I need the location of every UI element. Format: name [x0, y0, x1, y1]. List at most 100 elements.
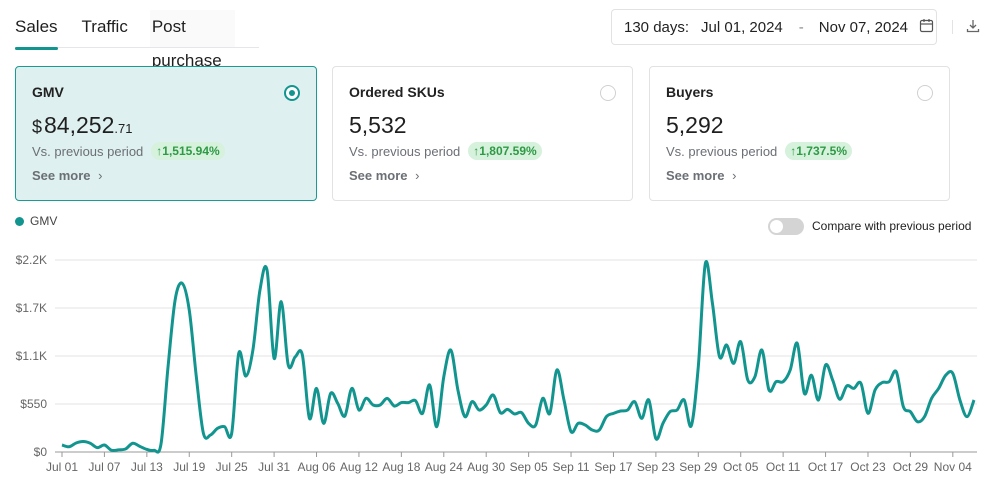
- data-point[interactable]: [914, 419, 920, 425]
- data-point[interactable]: [172, 297, 178, 303]
- data-point[interactable]: [497, 410, 503, 416]
- data-point[interactable]: [405, 400, 411, 406]
- data-point[interactable]: [455, 387, 461, 393]
- data-point[interactable]: [646, 397, 652, 403]
- data-point[interactable]: [618, 408, 624, 414]
- data-point[interactable]: [59, 442, 65, 448]
- data-point[interactable]: [200, 430, 206, 436]
- data-point[interactable]: [907, 409, 913, 415]
- data-point[interactable]: [660, 420, 666, 426]
- data-point[interactable]: [384, 395, 390, 401]
- data-point[interactable]: [165, 364, 171, 370]
- data-point[interactable]: [427, 382, 433, 388]
- data-point[interactable]: [151, 447, 157, 453]
- data-point[interactable]: [568, 429, 574, 435]
- data-point[interactable]: [540, 395, 546, 401]
- data-point[interactable]: [519, 410, 525, 416]
- data-point[interactable]: [441, 374, 447, 380]
- data-point[interactable]: [511, 411, 517, 417]
- data-point[interactable]: [285, 362, 291, 368]
- data-point[interactable]: [582, 422, 588, 428]
- data-point[interactable]: [299, 352, 305, 358]
- data-point[interactable]: [243, 373, 249, 379]
- data-point[interactable]: [469, 399, 475, 405]
- data-point[interactable]: [830, 377, 836, 383]
- data-point[interactable]: [229, 430, 235, 436]
- data-point[interactable]: [87, 440, 93, 446]
- data-point[interactable]: [695, 364, 701, 370]
- data-point[interactable]: [717, 354, 723, 360]
- data-point[interactable]: [504, 406, 510, 412]
- data-point[interactable]: [794, 340, 800, 346]
- data-point[interactable]: [603, 414, 609, 420]
- data-point[interactable]: [356, 407, 362, 413]
- data-point[interactable]: [872, 387, 878, 393]
- data-point[interactable]: [462, 414, 468, 420]
- data-point[interactable]: [950, 370, 956, 376]
- data-point[interactable]: [377, 402, 383, 408]
- data-point[interactable]: [186, 307, 192, 313]
- data-point[interactable]: [398, 400, 404, 406]
- data-point[interactable]: [625, 407, 631, 413]
- data-point[interactable]: [73, 440, 79, 446]
- data-point[interactable]: [526, 420, 532, 426]
- data-point[interactable]: [681, 397, 687, 403]
- tab-traffic[interactable]: Traffic: [81, 17, 128, 36]
- data-point[interactable]: [101, 442, 107, 448]
- data-point[interactable]: [314, 385, 320, 391]
- card-radio[interactable]: [284, 85, 300, 101]
- card-radio[interactable]: [917, 85, 933, 101]
- data-point[interactable]: [137, 443, 143, 449]
- see-more-link[interactable]: See more ›: [349, 168, 420, 183]
- data-point[interactable]: [66, 444, 72, 450]
- data-point[interactable]: [815, 397, 821, 403]
- data-point[interactable]: [561, 397, 567, 403]
- data-point[interactable]: [752, 374, 758, 380]
- data-point[interactable]: [731, 360, 737, 366]
- data-point[interactable]: [808, 372, 814, 378]
- data-point[interactable]: [370, 402, 376, 408]
- data-point[interactable]: [215, 425, 221, 431]
- data-point[interactable]: [667, 409, 673, 415]
- download-icon[interactable]: [966, 19, 980, 38]
- data-point[interactable]: [391, 403, 397, 409]
- compare-toggle[interactable]: [768, 218, 804, 235]
- data-point[interactable]: [745, 377, 751, 383]
- data-point[interactable]: [554, 367, 560, 373]
- data-point[interactable]: [837, 396, 843, 402]
- data-point[interactable]: [957, 397, 963, 403]
- metric-card-buyers[interactable]: Buyers 5,292 Vs. previous period ↑1,737.5…: [649, 66, 950, 201]
- data-point[interactable]: [674, 407, 680, 413]
- data-point[interactable]: [271, 355, 277, 361]
- data-point[interactable]: [971, 397, 977, 403]
- data-point[interactable]: [448, 347, 454, 353]
- data-point[interactable]: [773, 379, 779, 385]
- data-point[interactable]: [179, 280, 185, 286]
- data-point[interactable]: [278, 299, 284, 305]
- data-point[interactable]: [108, 447, 114, 453]
- data-point[interactable]: [434, 424, 440, 430]
- data-point[interactable]: [639, 415, 645, 421]
- data-point[interactable]: [236, 350, 242, 356]
- data-point[interactable]: [844, 383, 850, 389]
- data-point[interactable]: [144, 446, 150, 452]
- data-point[interactable]: [116, 447, 122, 453]
- data-point[interactable]: [858, 380, 864, 386]
- data-point[interactable]: [490, 392, 496, 398]
- data-point[interactable]: [130, 440, 136, 446]
- card-radio[interactable]: [600, 85, 616, 101]
- data-point[interactable]: [420, 410, 426, 416]
- data-point[interactable]: [632, 399, 638, 405]
- data-point[interactable]: [596, 427, 602, 433]
- tab-sales[interactable]: Sales: [15, 10, 58, 50]
- data-point[interactable]: [306, 415, 312, 421]
- tab-post-purchase[interactable]: Post purchase: [149, 10, 235, 70]
- data-point[interactable]: [780, 379, 786, 385]
- data-point[interactable]: [738, 339, 744, 345]
- data-point[interactable]: [158, 441, 164, 447]
- data-point[interactable]: [335, 400, 341, 406]
- data-point[interactable]: [483, 402, 489, 408]
- data-point[interactable]: [886, 379, 892, 385]
- metric-card-ordered-skus[interactable]: Ordered SKUs 5,532 Vs. previous period ↑1…: [332, 66, 633, 201]
- data-point[interactable]: [193, 374, 199, 380]
